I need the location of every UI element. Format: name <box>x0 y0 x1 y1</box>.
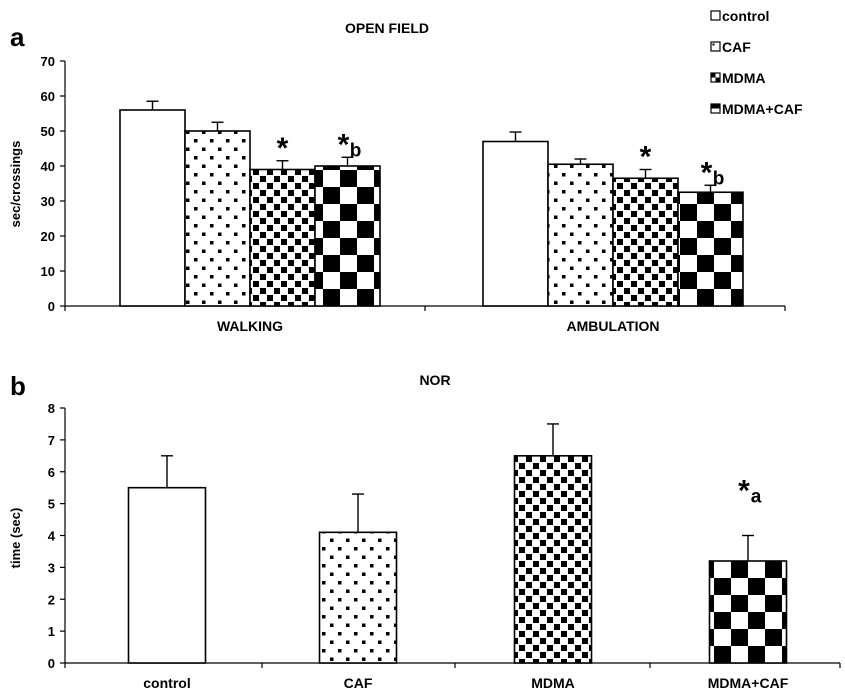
chart-a-significance-star: * <box>701 156 713 189</box>
chart-b-significance-star: * <box>738 475 750 508</box>
chart-a-bar-caf-walking <box>184 130 251 307</box>
legend-item-mdma-caf: MDMA+CAF <box>710 101 803 117</box>
chart-b-y-tick-label: 0 <box>48 656 55 671</box>
chart-b-category-label: control <box>143 675 190 691</box>
chart-a-bar-mdma-ambulation <box>612 177 679 307</box>
chart-a-bar-mdma-caf-ambulation <box>677 191 744 307</box>
chart-b-y-tick-label: 2 <box>48 592 55 607</box>
panel-b-letter: b <box>10 371 26 401</box>
chart-b-bar-mdma <box>513 455 593 664</box>
chart-a-significance-star: * <box>277 132 289 165</box>
legend-label-caf: CAF <box>722 39 751 55</box>
chart-b-title: NOR <box>419 372 450 388</box>
chart-b-y-tick-label: 4 <box>48 529 56 544</box>
panel-a-letter: a <box>10 22 25 52</box>
chart-a-y-tick-label: 40 <box>41 159 55 174</box>
chart-a-bar-control-ambulation <box>482 140 549 307</box>
chart-b-bar-control <box>127 486 207 664</box>
chart-b-y-tick-label: 6 <box>48 465 55 480</box>
chart-a-y-tick-label: 0 <box>48 299 55 314</box>
chart-b-y-tick-label: 5 <box>48 497 55 512</box>
legend-item-mdma: MDMA <box>710 70 766 86</box>
legend: control CAF MDMA MDMA+CAF <box>710 8 803 117</box>
chart-a-title: OPEN FIELD <box>345 20 429 36</box>
chart-a-bar-caf-ambulation <box>547 163 614 307</box>
legend-label-mdma-caf: MDMA+CAF <box>722 101 803 117</box>
chart-b-ylabel: time (sec) <box>8 508 23 569</box>
chart-b-significance-letter: a <box>751 487 762 508</box>
chart-a-bar-mdma-walking <box>249 168 316 307</box>
chart-b-plot: 0 1 2 3 4 5 6 7 8 control CAF MDMA MDMA+CAF * a <box>48 401 841 691</box>
chart-b-y-tick-label: 8 <box>48 401 55 416</box>
chart-b-y-tick-label: 1 <box>48 624 55 639</box>
chart-b-category-label: MDMA+CAF <box>708 675 789 691</box>
chart-a-category-label: AMBULATION <box>566 318 659 334</box>
legend-swatch-control <box>710 10 721 21</box>
chart-b-bar-caf <box>318 531 398 664</box>
chart-b-y-tick-label: 3 <box>48 560 55 575</box>
chart-a-ylabel: sec/crossings <box>8 141 23 228</box>
chart-a-y-tick-label: 30 <box>41 194 55 209</box>
chart-a-y-tick-label: 60 <box>41 89 55 104</box>
chart-a-category-label: WALKING <box>217 318 283 334</box>
chart-a-significance-letter: b <box>713 168 725 189</box>
chart-a-y-tick-label: 70 <box>41 54 55 69</box>
chart-a-bar-mdma-caf-walking <box>314 165 381 307</box>
legend-label-control: control <box>722 8 769 24</box>
chart-a-y-tick-label: 20 <box>41 229 55 244</box>
chart-b-y-tick-label: 7 <box>48 433 55 448</box>
chart-b-category-label: MDMA <box>531 675 575 691</box>
chart-a-significance-letter: b <box>350 140 362 161</box>
chart-a-y-tick-label: 50 <box>41 124 55 139</box>
chart-a-significance-star: * <box>640 141 652 174</box>
legend-swatch-caf <box>710 41 721 52</box>
chart-a-significance-star: * <box>338 128 350 161</box>
chart-a-bar-control-walking <box>119 109 186 307</box>
chart-a-y-tick-label: 10 <box>41 264 55 279</box>
legend-label-mdma: MDMA <box>722 70 766 86</box>
legend-item-control: control <box>710 8 769 24</box>
legend-item-caf: CAF <box>710 39 751 55</box>
chart-b-bar-mdma-caf <box>708 560 788 664</box>
chart-b-category-label: CAF <box>344 675 373 691</box>
